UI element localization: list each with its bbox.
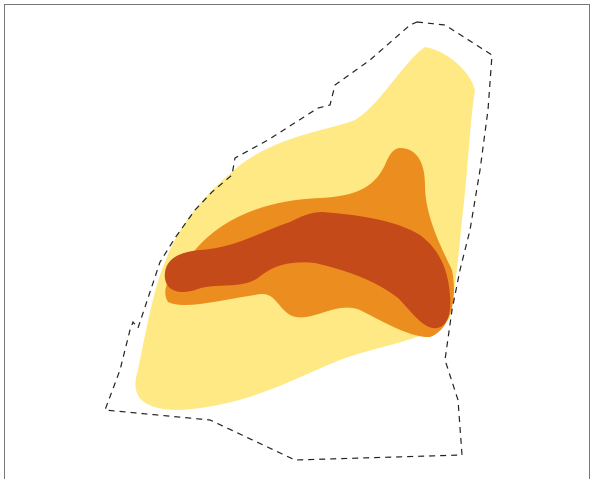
frame <box>4 4 590 479</box>
inner-zone <box>164 212 451 329</box>
boundary <box>104 21 493 461</box>
